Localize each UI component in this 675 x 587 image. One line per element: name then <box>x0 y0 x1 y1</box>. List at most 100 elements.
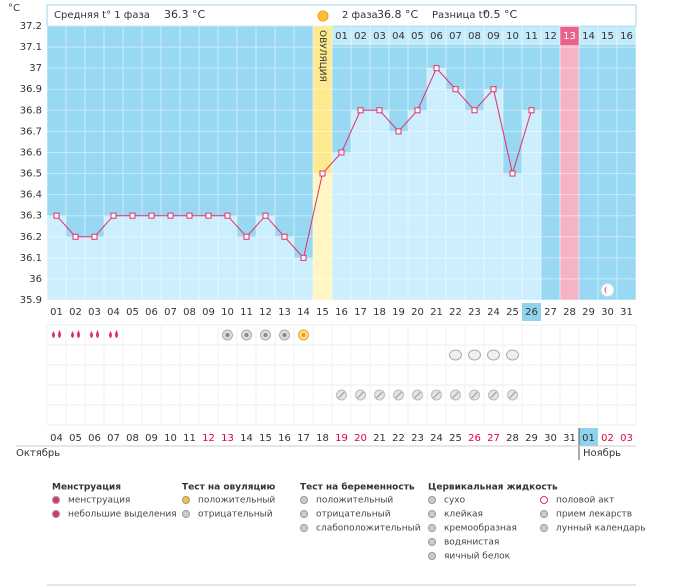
cycle-day: 26 <box>525 307 538 318</box>
legend-item: менструация <box>68 496 130 506</box>
temp-column <box>313 173 332 300</box>
cycle-day: 16 <box>335 307 348 318</box>
today-date-box <box>579 428 598 446</box>
legend-icon <box>182 496 190 504</box>
temp-column <box>465 110 484 300</box>
creamy-icon <box>449 349 462 361</box>
date-label: 21 <box>373 433 386 444</box>
y-tick-label: 36.6 <box>20 147 42 158</box>
cycle-day: 13 <box>278 307 291 318</box>
medication-half <box>452 391 459 399</box>
temp-column <box>237 236 256 300</box>
legend-icon <box>52 510 60 518</box>
temp-point <box>91 233 98 240</box>
date-label: 15 <box>259 433 272 444</box>
cycle-day: 28 <box>563 307 576 318</box>
y-tick-label: 37.1 <box>20 42 42 53</box>
ovulation-neg-dot <box>263 333 268 337</box>
cycle-day: 24 <box>487 307 500 318</box>
date-label: 25 <box>449 433 462 444</box>
legend-item: положительный <box>198 496 275 506</box>
ovulation-neg-dot <box>244 333 249 337</box>
date-label: 09 <box>145 433 158 444</box>
phase2-day: 03 <box>373 31 386 42</box>
temp-point <box>129 212 136 219</box>
phase2-day: 01 <box>335 31 348 42</box>
temp-point <box>433 65 440 72</box>
menstruation-icon <box>109 330 118 338</box>
cycle-day: 23 <box>468 307 481 318</box>
date-label: 10 <box>164 433 177 444</box>
temp-point <box>509 170 516 177</box>
temp-point <box>205 212 212 219</box>
y-tick-label: 36.2 <box>20 232 42 243</box>
medication-half <box>433 391 440 399</box>
y-tick-label: 36.8 <box>20 105 42 116</box>
legend-item: слабоположительный <box>316 524 421 534</box>
cycle-day: 27 <box>544 307 557 318</box>
diff-label: Разница t° <box>432 10 488 21</box>
legend-item: отрицательный <box>316 510 391 520</box>
y-tick-label: 36.1 <box>20 253 42 264</box>
cycle-day: 25 <box>506 307 519 318</box>
cycle-day: 01 <box>50 307 63 318</box>
medication-half <box>509 391 516 399</box>
temp-point <box>262 212 269 219</box>
phase2-day: 16 <box>620 31 633 42</box>
legend-item: лунный календарь <box>556 524 646 534</box>
date-label: 13 <box>221 433 234 444</box>
legend-item: сухо <box>444 496 466 506</box>
cycle-day: 17 <box>354 307 367 318</box>
temp-column <box>142 215 161 300</box>
date-label: 05 <box>69 433 82 444</box>
cycle-day: 15 <box>316 307 329 318</box>
date-label: 17 <box>297 433 310 444</box>
phase2-label: 2 фаза <box>342 10 378 21</box>
phase2-day: 08 <box>468 31 481 42</box>
cycle-day: 29 <box>582 307 595 318</box>
y-tick-label: 36.7 <box>20 126 42 137</box>
legend-title: Тест на овуляцию <box>182 483 275 493</box>
date-label: 30 <box>544 433 557 444</box>
temp-point <box>395 128 402 135</box>
legend-icon <box>300 496 308 504</box>
cycle-day: 18 <box>373 307 386 318</box>
menstruation-icon <box>90 330 99 338</box>
legend-item: водянистая <box>444 538 499 548</box>
cycle-day: 11 <box>240 307 253 318</box>
cycle-day: 06 <box>145 307 158 318</box>
temp-line <box>56 67 532 259</box>
medication-half <box>471 391 478 399</box>
cycle-day: 31 <box>620 307 633 318</box>
phase2-day: 09 <box>487 31 500 42</box>
legend-icon <box>300 510 308 518</box>
date-label: 12 <box>202 433 215 444</box>
date-label: 24 <box>430 433 443 444</box>
legend-item: клейкая <box>444 510 483 520</box>
date-label: 02 <box>601 433 614 444</box>
sun-icon <box>317 10 329 22</box>
cycle-day: 04 <box>107 307 120 318</box>
phase2-day: 10 <box>506 31 519 42</box>
legend-item: прием лекарств <box>556 510 632 520</box>
temp-column <box>427 68 446 301</box>
phase2-value: 36.8 °C <box>377 8 418 21</box>
legend-icon <box>300 524 308 532</box>
legend-icon <box>540 510 548 518</box>
date-label: 01 <box>582 433 595 444</box>
y-tick-label: 36.5 <box>20 169 42 180</box>
y-tick-label: 36 <box>29 274 42 285</box>
temp-column <box>484 89 503 300</box>
date-label: 29 <box>525 433 538 444</box>
medication-half <box>357 391 364 399</box>
date-label: 06 <box>88 433 101 444</box>
temp-point <box>300 254 307 261</box>
phase2-day: 12 <box>544 31 557 42</box>
medication-half <box>490 391 497 399</box>
legend-title: Цервикальная жидкость <box>428 483 558 493</box>
temp-point <box>281 233 288 240</box>
date-label: 20 <box>354 433 367 444</box>
date-label: 22 <box>392 433 405 444</box>
menstruation-icon <box>52 330 61 338</box>
temp-point <box>148 212 155 219</box>
